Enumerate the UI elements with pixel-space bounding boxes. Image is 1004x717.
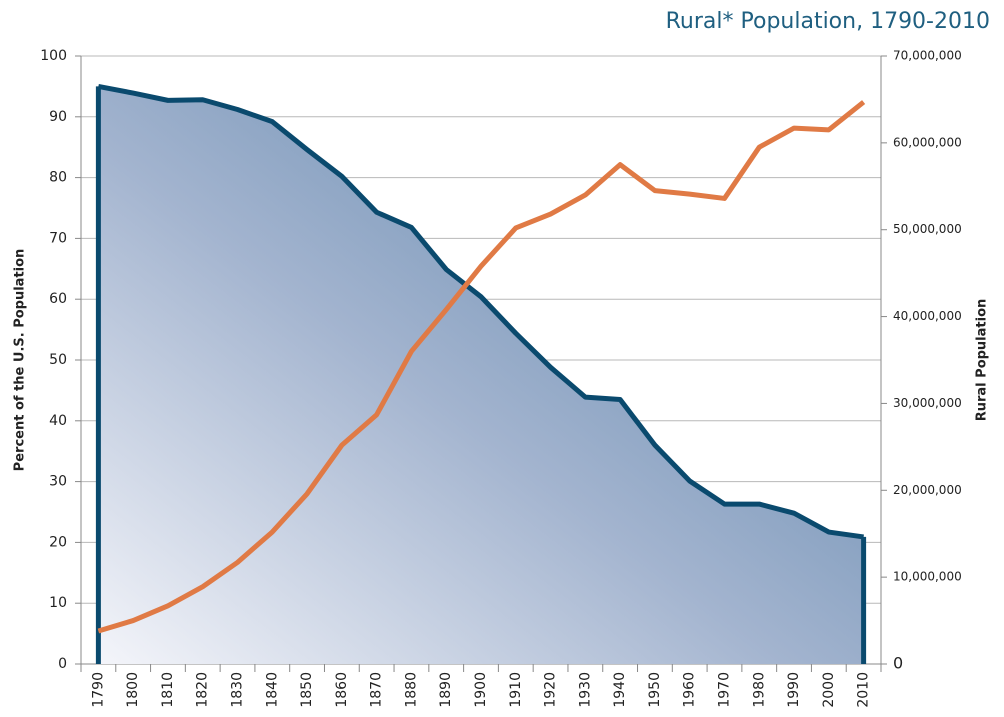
x-tick-label: 2010 bbox=[856, 672, 872, 708]
x-tick-label: 1920 bbox=[543, 672, 559, 708]
y2-tick-label: 0 bbox=[893, 654, 903, 673]
x-tick-label: 1950 bbox=[647, 672, 663, 708]
area bbox=[98, 86, 864, 664]
x-tick-label: 1970 bbox=[716, 672, 732, 708]
y-tick-label: 90 bbox=[49, 109, 67, 125]
x-tick-label: 1820 bbox=[195, 672, 211, 708]
x-tick-label: 1810 bbox=[160, 672, 176, 708]
y2-tick-label: 30,000,000 bbox=[893, 396, 962, 410]
y-tick-label: 100 bbox=[40, 48, 67, 64]
x-tick-label: 1910 bbox=[508, 672, 524, 708]
x-tick-label: 1880 bbox=[403, 672, 419, 708]
y2-tick-label: 10,000,000 bbox=[893, 570, 962, 584]
y-tick-label: 70 bbox=[49, 230, 67, 246]
x-tick-label: 2000 bbox=[821, 672, 837, 708]
line bbox=[97, 100, 866, 634]
y-tick-label: 20 bbox=[49, 534, 67, 550]
y2-axis-label: Rural Population bbox=[975, 299, 990, 422]
y-axis-label: Percent of the U.S. Population bbox=[13, 249, 28, 472]
x-tick-label: 1850 bbox=[299, 672, 315, 708]
y2-tick-label: 40,000,000 bbox=[893, 309, 962, 323]
x-tick-label: 1790 bbox=[90, 672, 106, 708]
y-tick-label: 40 bbox=[49, 413, 67, 429]
y2-tick-label: 70,000,000 bbox=[893, 49, 962, 63]
x-tick-label: 1900 bbox=[473, 672, 489, 708]
x-tick-label: 1860 bbox=[334, 672, 350, 708]
y-tick-label: 10 bbox=[49, 595, 67, 611]
y-tick-label: 50 bbox=[49, 352, 67, 368]
y-tick-label: 30 bbox=[49, 474, 67, 490]
y-tick-label: 60 bbox=[49, 291, 67, 307]
y2-tick-label: 60,000,000 bbox=[893, 135, 962, 149]
x-tick-label: 1980 bbox=[751, 672, 767, 708]
x-tick-label: 1990 bbox=[786, 672, 802, 708]
x-tick-label: 1960 bbox=[682, 672, 698, 708]
x-tick-label: 1840 bbox=[264, 672, 280, 708]
x-tick-label: 1870 bbox=[369, 672, 385, 708]
x-tick-label: 1890 bbox=[438, 672, 454, 708]
x-tick-label: 1800 bbox=[125, 672, 141, 708]
x-tick-label: 1830 bbox=[230, 672, 246, 708]
x-tick-label: 1930 bbox=[577, 672, 593, 708]
y2-tick-label: 20,000,000 bbox=[893, 483, 962, 497]
x-tick-label: 1940 bbox=[612, 672, 628, 708]
y-tick-label: 80 bbox=[49, 170, 67, 186]
line bbox=[97, 83, 864, 540]
y2-tick-label: 50,000,000 bbox=[893, 222, 962, 236]
chart-title: Rural* Population, 1790-2010 bbox=[666, 9, 990, 34]
y-tick-label: 0 bbox=[58, 656, 67, 672]
